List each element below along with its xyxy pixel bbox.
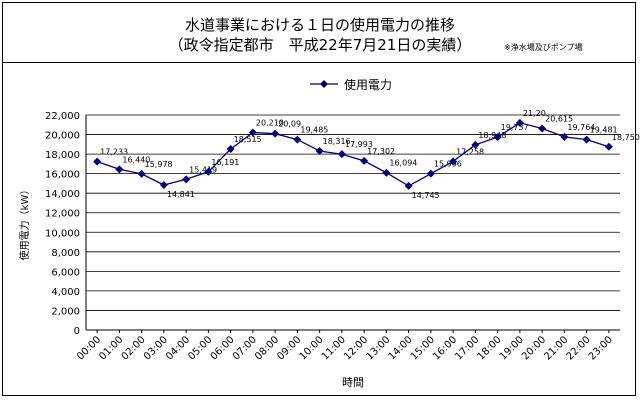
y-tick-label: 12,000 — [45, 209, 80, 220]
data-point — [271, 129, 280, 138]
y-tick-label: 20,000 — [45, 131, 80, 142]
data-label: 18,316 — [323, 137, 351, 146]
header-separator — [2, 62, 636, 63]
data-point — [449, 157, 458, 166]
x-tick-label: 14:00 — [387, 334, 415, 362]
data-point — [560, 132, 569, 141]
data-point — [404, 181, 413, 190]
y-tick-label: 10,000 — [45, 228, 80, 239]
data-point — [604, 142, 613, 151]
y-tick-label: 2,000 — [51, 306, 80, 317]
data-label: 19,485 — [300, 126, 328, 135]
data-label: 14,841 — [167, 190, 195, 199]
x-tick-label: 00:00 — [75, 334, 103, 362]
data-label: 19,737 — [501, 123, 529, 132]
data-label: 18,948 — [478, 131, 506, 140]
legend-label: 使用電力 — [344, 77, 393, 92]
x-tick-label: 12:00 — [342, 334, 370, 362]
data-point — [538, 124, 547, 133]
x-axis-title: 時間 — [342, 376, 364, 389]
y-tick-label: 16,000 — [45, 170, 80, 181]
x-tick-label: 01:00 — [97, 334, 125, 362]
x-tick-label: 11:00 — [320, 334, 348, 362]
y-tick-label: 18,000 — [45, 150, 80, 161]
data-point — [93, 157, 102, 166]
y-tick-label: 14,000 — [45, 189, 80, 200]
x-tick-label: 22:00 — [565, 334, 593, 362]
data-label: 18,515 — [234, 135, 262, 144]
x-tick-label: 06:00 — [209, 334, 237, 362]
x-tick-label: 07:00 — [231, 334, 259, 362]
data-point — [315, 147, 324, 156]
data-point — [471, 140, 480, 149]
data-point — [493, 133, 502, 142]
data-label: 17,233 — [100, 148, 128, 157]
data-label: 15,996 — [434, 160, 462, 169]
x-tick-label: 13:00 — [364, 334, 392, 362]
data-label: 14,745 — [412, 191, 440, 200]
data-label: 19,481 — [590, 126, 618, 135]
chart-subtitle: （政令指定都市 平成22年7月21日の実績） — [168, 36, 472, 54]
data-point — [137, 169, 146, 178]
x-tick-label: 15:00 — [409, 334, 437, 362]
data-point — [248, 128, 257, 137]
x-tick-label: 05:00 — [186, 334, 214, 362]
x-tick-label: 09:00 — [275, 334, 303, 362]
data-point — [382, 168, 391, 177]
x-tick-label: 08:00 — [253, 334, 281, 362]
data-point — [360, 156, 369, 165]
y-tick-label: 8,000 — [51, 248, 80, 259]
x-tick-label: 19:00 — [498, 334, 526, 362]
x-tick-label: 02:00 — [120, 334, 148, 362]
data-point — [426, 169, 435, 178]
data-label: 15,419 — [189, 165, 217, 174]
x-tick-label: 17:00 — [453, 334, 481, 362]
data-point — [293, 135, 302, 144]
chart-note: ※浄水場及びポンプ場 — [504, 43, 583, 52]
data-label: 15,978 — [145, 160, 173, 169]
data-point — [226, 145, 235, 154]
y-tick-label: 0 — [74, 326, 80, 337]
data-label: 20,615 — [545, 115, 573, 124]
y-tick-label: 6,000 — [51, 267, 80, 278]
y-axis-title: 使用電力（kW） — [18, 185, 31, 261]
legend-marker-icon — [310, 80, 338, 88]
data-label: 18,750 — [612, 133, 640, 142]
x-tick-label: 16:00 — [431, 334, 459, 362]
data-label: 16,094 — [389, 159, 417, 168]
x-tick-label: 03:00 — [142, 334, 170, 362]
data-point — [159, 180, 168, 189]
data-label: 16,440 — [122, 155, 150, 164]
data-label: 20,210 — [256, 118, 284, 127]
data-label: 17,258 — [456, 147, 484, 156]
data-label: 17,993 — [345, 140, 373, 149]
x-tick-label: 21:00 — [542, 334, 570, 362]
data-label: 21,20 — [523, 109, 546, 118]
x-tick-label: 04:00 — [164, 334, 192, 362]
x-tick-label: 10:00 — [298, 334, 326, 362]
data-point — [337, 150, 346, 159]
data-point — [515, 118, 524, 127]
data-point — [182, 175, 191, 184]
x-tick-label: 20:00 — [520, 334, 548, 362]
data-label: 16,191 — [211, 158, 239, 167]
data-label: 19,764 — [567, 123, 595, 132]
x-tick-label: 23:00 — [587, 334, 615, 362]
data-label: 17,302 — [367, 147, 395, 156]
data-point — [204, 167, 213, 176]
x-tick-label: 18:00 — [476, 334, 504, 362]
legend: 使用電力 — [310, 76, 392, 92]
data-label: 20,09 — [278, 120, 301, 129]
y-tick-label: 22,000 — [45, 111, 80, 122]
series-line — [96, 122, 610, 187]
chart-title: 水道事業における１日の使用電力の推移 — [184, 16, 455, 34]
data-point — [582, 135, 591, 144]
data-point — [115, 165, 124, 174]
y-tick-label: 4,000 — [51, 287, 80, 298]
